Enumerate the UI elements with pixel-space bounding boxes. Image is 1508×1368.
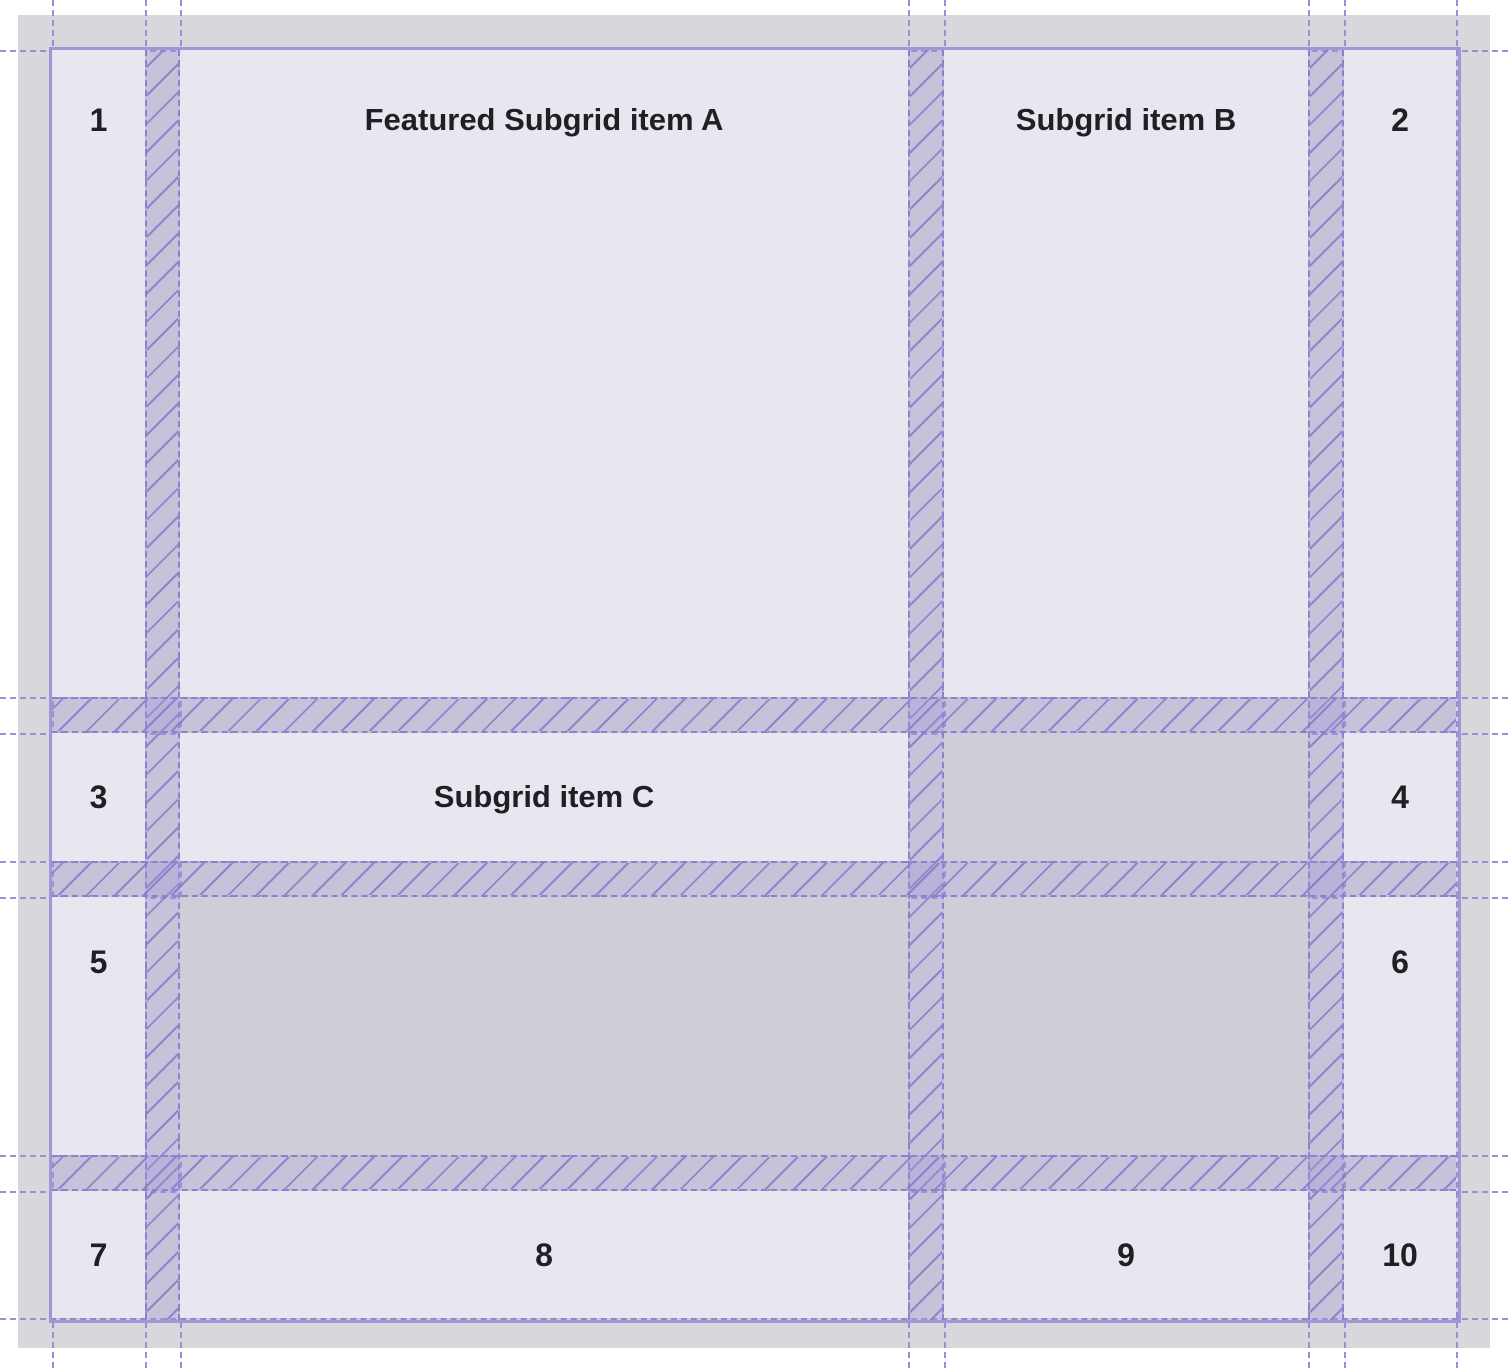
grid-cell-3 [52,733,145,861]
grid-cell-subgrid-c [180,733,908,861]
grid-cell-1 [52,50,145,697]
grid-cell-5 [52,897,145,1155]
grid-cell-8 [180,1191,908,1318]
grid-line-extension-h-8 [0,1318,1508,1320]
grid-cell-7 [52,1191,145,1318]
grid-cell-6 [1344,897,1456,1155]
row-gap-3 [52,1155,1456,1191]
grid-cell-2 [1344,50,1456,697]
grid-cell-10 [1344,1191,1456,1318]
grid-cell-9 [944,1191,1308,1318]
grid-cell-subgrid-a-row3 [180,897,908,1155]
grid-cell-4 [1344,733,1456,861]
grid-cell-subgrid-b [944,50,1308,697]
column-gap-3 [1308,50,1344,1320]
column-gap-2 [908,50,944,1320]
grid-line-extension-v-8 [1456,0,1458,1368]
grid-container-outline [49,47,1461,1323]
row-gap-2 [52,861,1456,897]
grid-cell-subgrid-a [180,50,908,697]
column-gap-1 [145,50,180,1320]
grid-cell-subgrid-b-row3 [944,897,1308,1155]
grid-cell-subgrid-b-row2 [944,733,1308,861]
row-gap-1 [52,697,1456,733]
